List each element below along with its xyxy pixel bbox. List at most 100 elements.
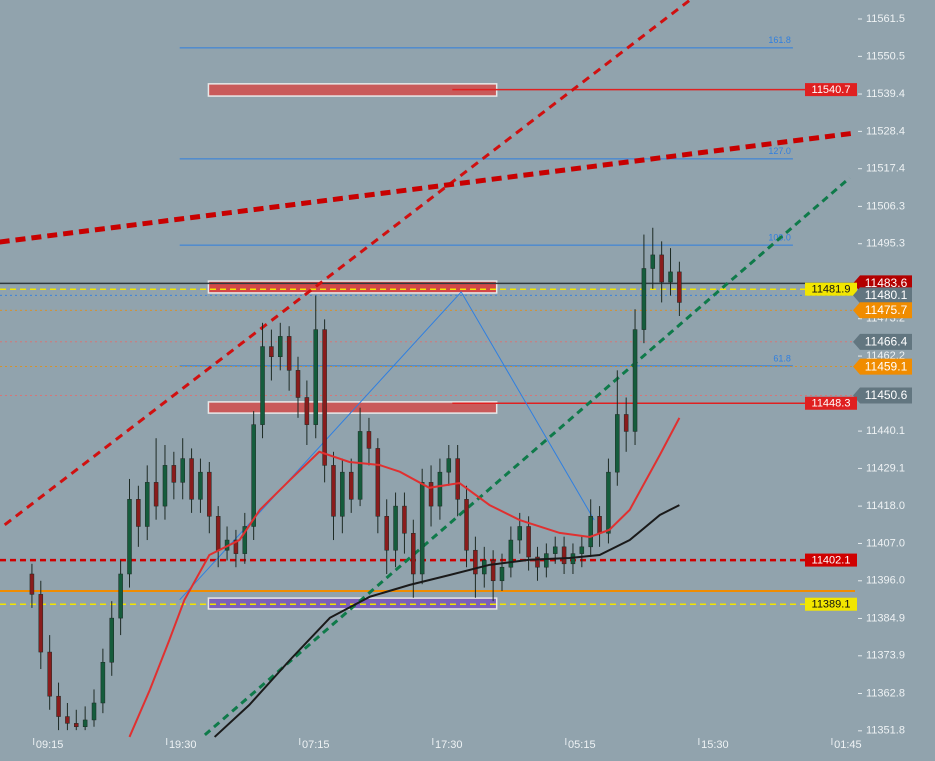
candle-body bbox=[295, 370, 301, 398]
y-tick-label: 11429.1 bbox=[866, 462, 905, 474]
x-tick-label: 07:15 bbox=[302, 739, 330, 751]
candle-body bbox=[677, 271, 682, 303]
price-tag bbox=[853, 287, 912, 304]
candle-body bbox=[615, 414, 620, 473]
candle-body bbox=[437, 471, 443, 507]
candle-body bbox=[659, 254, 664, 283]
price-tag-label: 11481.9 bbox=[812, 284, 851, 296]
price-tag-label: 11475.7 bbox=[865, 303, 908, 317]
candle-body bbox=[198, 471, 203, 500]
x-tick-label: 19:30 bbox=[169, 739, 197, 751]
candle-body bbox=[402, 505, 407, 534]
trendline bbox=[203, 176, 851, 737]
price-tag bbox=[853, 358, 912, 375]
price-tag-label: 11459.1 bbox=[865, 359, 908, 373]
candle-body bbox=[171, 465, 177, 483]
candle-body bbox=[455, 458, 460, 500]
candle-body bbox=[499, 566, 505, 582]
candle-body bbox=[606, 471, 611, 534]
price-tag bbox=[805, 282, 857, 296]
candle-body bbox=[65, 716, 70, 724]
candle-body bbox=[118, 573, 123, 619]
candle-body bbox=[242, 526, 248, 554]
zone bbox=[207, 401, 498, 414]
price-tag-label: 11389.1 bbox=[812, 599, 851, 611]
candle-body bbox=[650, 254, 656, 269]
candle-body bbox=[357, 431, 363, 500]
candle-body bbox=[411, 533, 416, 575]
price-tag bbox=[853, 302, 912, 319]
candle-body bbox=[641, 268, 647, 330]
trendline bbox=[3, 0, 691, 526]
candle-body bbox=[623, 414, 629, 432]
y-tick-label: 11528.4 bbox=[866, 125, 905, 137]
candle-body bbox=[331, 465, 336, 517]
candle-body bbox=[393, 505, 398, 551]
candle-body bbox=[340, 471, 345, 517]
candle-body bbox=[215, 516, 221, 551]
x-tick-label: 05:15 bbox=[568, 739, 596, 751]
candle-body bbox=[508, 539, 514, 568]
price-tag bbox=[805, 83, 857, 97]
y-tick-label: 11517.4 bbox=[866, 163, 905, 175]
y-tick-label: 11495.3 bbox=[866, 238, 905, 250]
candle-body bbox=[366, 431, 372, 449]
moving-average bbox=[128, 417, 681, 738]
candle-body bbox=[144, 482, 150, 527]
candle-body bbox=[162, 465, 168, 507]
candle-body bbox=[490, 560, 496, 582]
candle-body bbox=[588, 516, 593, 548]
candle-body bbox=[207, 471, 212, 517]
zone bbox=[207, 280, 498, 294]
candle-body bbox=[517, 526, 522, 541]
candle-body bbox=[74, 723, 79, 727]
y-tick-label: 11384.9 bbox=[866, 612, 905, 624]
candle-body bbox=[189, 458, 194, 500]
price-tag-label: 11483.6 bbox=[865, 276, 908, 290]
x-tick-label: 01:45 bbox=[834, 739, 862, 751]
moving-average bbox=[213, 504, 680, 738]
candle-body bbox=[136, 499, 141, 527]
candle-body bbox=[82, 719, 88, 727]
x-tick-label: 09:15 bbox=[36, 739, 64, 751]
y-tick-label: 11506.3 bbox=[866, 200, 905, 212]
candle-body bbox=[428, 482, 434, 507]
x-tick-label: 17:30 bbox=[435, 739, 463, 751]
y-tick-label: 11440.1 bbox=[866, 425, 905, 437]
candle-body bbox=[322, 329, 327, 466]
candle-body bbox=[127, 499, 132, 575]
candle-body bbox=[233, 539, 239, 554]
candle-body bbox=[348, 471, 354, 500]
candle-body bbox=[251, 424, 256, 527]
candle-body bbox=[180, 458, 185, 483]
x-tick-label: 15:30 bbox=[701, 739, 729, 751]
candle-body bbox=[535, 556, 540, 568]
candle-body bbox=[29, 573, 35, 595]
candle-body bbox=[579, 546, 585, 554]
price-tag-label: 11540.7 bbox=[812, 84, 851, 96]
candle-body bbox=[473, 549, 478, 575]
candle-body bbox=[446, 458, 452, 473]
candle-body bbox=[100, 661, 106, 704]
y-tick-label: 11396.0 bbox=[866, 575, 905, 587]
price-tag-label: 11402.1 bbox=[812, 554, 851, 566]
price-tag-label: 11466.4 bbox=[865, 334, 908, 348]
candle-body bbox=[632, 329, 638, 432]
candle-body bbox=[38, 594, 44, 653]
candle-body bbox=[552, 546, 558, 554]
candle-body bbox=[313, 329, 318, 425]
fib-label: 61.8 bbox=[773, 353, 791, 363]
price-tag-label: 11480.1 bbox=[865, 288, 908, 302]
price-tag bbox=[853, 387, 912, 404]
y-tick-label: 11351.8 bbox=[866, 725, 905, 737]
candle-body bbox=[419, 482, 425, 575]
candle-body bbox=[561, 546, 567, 565]
candle-body bbox=[304, 397, 310, 425]
price-tag-label: 11448.3 bbox=[812, 398, 851, 410]
candle-body bbox=[91, 702, 97, 721]
y-tick-label: 11561.5 bbox=[866, 13, 905, 25]
y-tick-label: 11550.5 bbox=[866, 50, 905, 62]
y-tick-label: 11373.9 bbox=[866, 650, 905, 662]
